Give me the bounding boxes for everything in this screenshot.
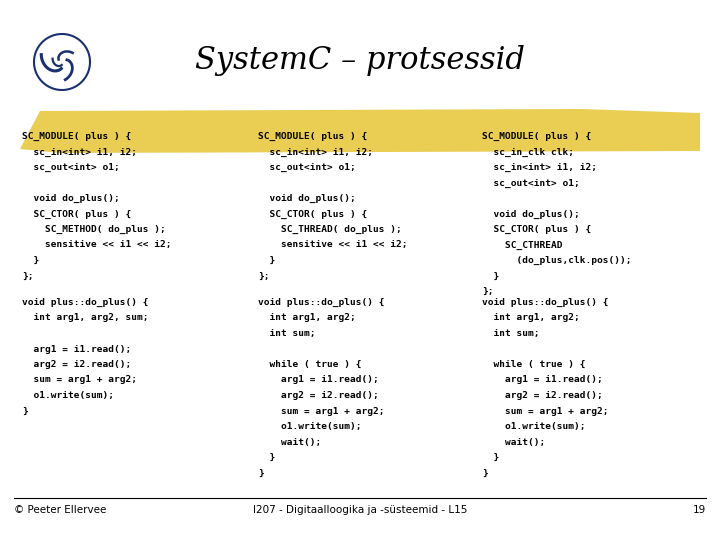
Text: o1.write(sum);: o1.write(sum); <box>22 391 114 400</box>
Text: sc_in<int> i1, i2;: sc_in<int> i1, i2; <box>22 147 137 157</box>
Text: wait();: wait(); <box>482 437 545 447</box>
Text: SC_METHOD( do_plus );: SC_METHOD( do_plus ); <box>22 225 166 234</box>
Text: void plus::do_plus() {: void plus::do_plus() { <box>258 298 384 307</box>
Text: o1.write(sum);: o1.write(sum); <box>482 422 585 431</box>
Polygon shape <box>20 109 700 153</box>
Text: }: } <box>482 469 487 477</box>
Text: SystemC – protsessid: SystemC – protsessid <box>195 44 525 76</box>
Text: void do_plus();: void do_plus(); <box>258 194 356 203</box>
Text: void do_plus();: void do_plus(); <box>482 210 580 219</box>
Text: arg2 = i2.read();: arg2 = i2.read(); <box>258 391 379 400</box>
Text: (do_plus,clk.pos());: (do_plus,clk.pos()); <box>482 256 631 265</box>
Text: }: } <box>258 453 275 462</box>
Text: SC_CTOR( plus ) {: SC_CTOR( plus ) { <box>22 210 131 219</box>
Text: © Peeter Ellervee: © Peeter Ellervee <box>14 505 107 515</box>
Text: SC_CTHREAD: SC_CTHREAD <box>482 240 562 249</box>
Text: while ( true ) {: while ( true ) { <box>482 360 585 369</box>
Text: }: } <box>258 469 264 477</box>
Text: void do_plus();: void do_plus(); <box>22 194 120 203</box>
Text: SC_CTOR( plus ) {: SC_CTOR( plus ) { <box>482 225 591 234</box>
Text: void plus::do_plus() {: void plus::do_plus() { <box>22 298 148 307</box>
Text: arg1 = i1.read();: arg1 = i1.read(); <box>22 345 131 354</box>
Text: SC_CTOR( plus ) {: SC_CTOR( plus ) { <box>258 210 367 219</box>
Text: sensitive << i1 << i2;: sensitive << i1 << i2; <box>258 240 408 249</box>
Text: }: } <box>22 256 40 265</box>
Text: wait();: wait(); <box>258 437 321 447</box>
Text: SC_MODULE( plus ) {: SC_MODULE( plus ) { <box>482 132 591 141</box>
Text: sc_in<int> i1, i2;: sc_in<int> i1, i2; <box>482 163 597 172</box>
Text: }: } <box>482 272 499 280</box>
Text: 19: 19 <box>693 505 706 515</box>
Text: }: } <box>258 256 275 265</box>
Text: sc_in<int> i1, i2;: sc_in<int> i1, i2; <box>258 147 373 157</box>
Text: arg2 = i2.read();: arg2 = i2.read(); <box>22 360 131 369</box>
Text: int arg1, arg2;: int arg1, arg2; <box>482 314 580 322</box>
Text: sum = arg1 + arg2;: sum = arg1 + arg2; <box>22 375 137 384</box>
Text: int arg1, arg2;: int arg1, arg2; <box>258 314 356 322</box>
Text: arg1 = i1.read();: arg1 = i1.read(); <box>482 375 603 384</box>
Text: };: }; <box>22 272 34 280</box>
Text: I207 - Digitaalloogika ja -süsteemid - L15: I207 - Digitaalloogika ja -süsteemid - L… <box>253 505 467 515</box>
Text: arg1 = i1.read();: arg1 = i1.read(); <box>258 375 379 384</box>
Text: int sum;: int sum; <box>258 329 315 338</box>
Text: int sum;: int sum; <box>482 329 539 338</box>
Text: int arg1, arg2, sum;: int arg1, arg2, sum; <box>22 314 148 322</box>
Text: o1.write(sum);: o1.write(sum); <box>258 422 361 431</box>
Text: sum = arg1 + arg2;: sum = arg1 + arg2; <box>482 407 608 415</box>
Text: void plus::do_plus() {: void plus::do_plus() { <box>482 298 608 307</box>
Text: sc_out<int> o1;: sc_out<int> o1; <box>258 163 356 172</box>
Text: }: } <box>482 453 499 462</box>
Text: sc_in_clk clk;: sc_in_clk clk; <box>482 147 574 157</box>
Text: }: } <box>22 407 28 415</box>
Text: sc_out<int> o1;: sc_out<int> o1; <box>22 163 120 172</box>
Text: SC_MODULE( plus ) {: SC_MODULE( plus ) { <box>258 132 367 141</box>
Text: };: }; <box>482 287 493 296</box>
Text: arg2 = i2.read();: arg2 = i2.read(); <box>482 391 603 400</box>
Text: };: }; <box>258 272 269 280</box>
Text: sum = arg1 + arg2;: sum = arg1 + arg2; <box>258 407 384 415</box>
Text: SC_MODULE( plus ) {: SC_MODULE( plus ) { <box>22 132 131 141</box>
Text: SC_THREAD( do_plus );: SC_THREAD( do_plus ); <box>258 225 402 234</box>
Text: while ( true ) {: while ( true ) { <box>258 360 361 369</box>
Text: sensitive << i1 << i2;: sensitive << i1 << i2; <box>22 240 171 249</box>
Text: sc_out<int> o1;: sc_out<int> o1; <box>482 179 580 187</box>
